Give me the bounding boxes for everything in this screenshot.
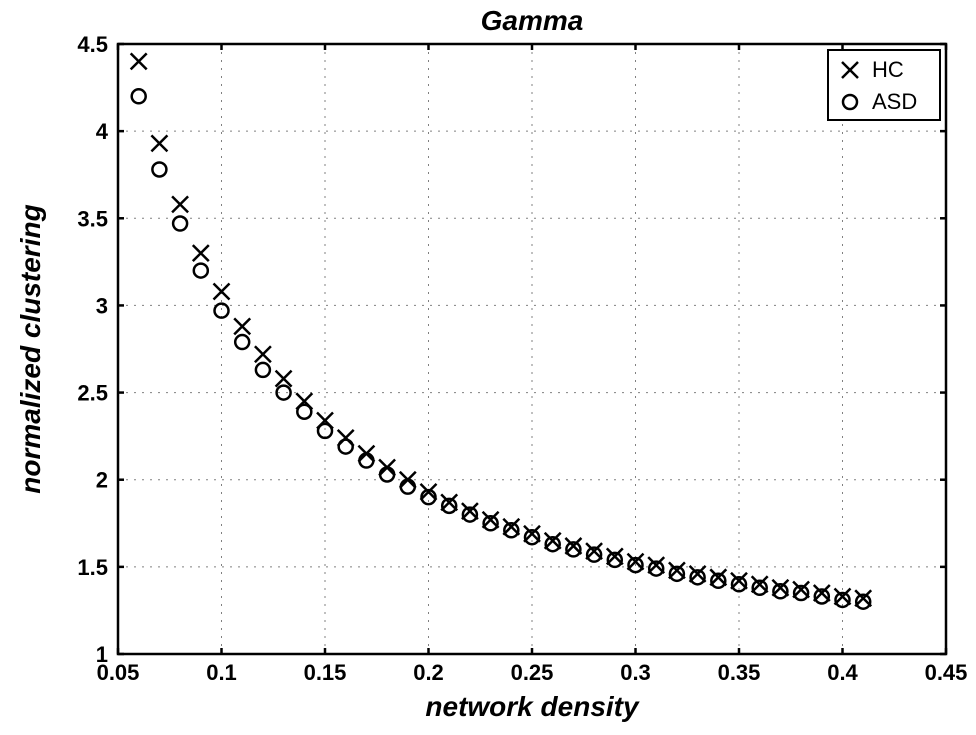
legend-label: HC [872, 57, 904, 82]
legend-label: ASD [872, 89, 917, 114]
y-tick-label: 4 [96, 119, 109, 144]
x-tick-label: 0.2 [413, 660, 444, 685]
y-tick-label: 1 [96, 642, 108, 667]
x-tick-label: 0.45 [925, 660, 968, 685]
chart-title: Gamma [481, 5, 584, 36]
gamma-chart: 0.050.10.150.20.250.30.350.40.4511.522.5… [0, 0, 976, 735]
y-tick-label: 3.5 [77, 206, 108, 231]
x-tick-label: 0.25 [511, 660, 554, 685]
x-tick-label: 0.4 [827, 660, 858, 685]
y-tick-label: 3 [96, 293, 108, 318]
y-tick-label: 1.5 [77, 555, 108, 580]
y-tick-label: 2.5 [77, 381, 108, 406]
y-axis-label: normalized clustering [15, 204, 46, 493]
x-tick-label: 0.15 [304, 660, 347, 685]
y-tick-label: 4.5 [77, 32, 108, 57]
y-tick-label: 2 [96, 468, 108, 493]
x-tick-label: 0.1 [206, 660, 237, 685]
x-tick-label: 0.35 [718, 660, 761, 685]
x-axis-label: network density [425, 691, 640, 722]
x-tick-label: 0.3 [620, 660, 651, 685]
